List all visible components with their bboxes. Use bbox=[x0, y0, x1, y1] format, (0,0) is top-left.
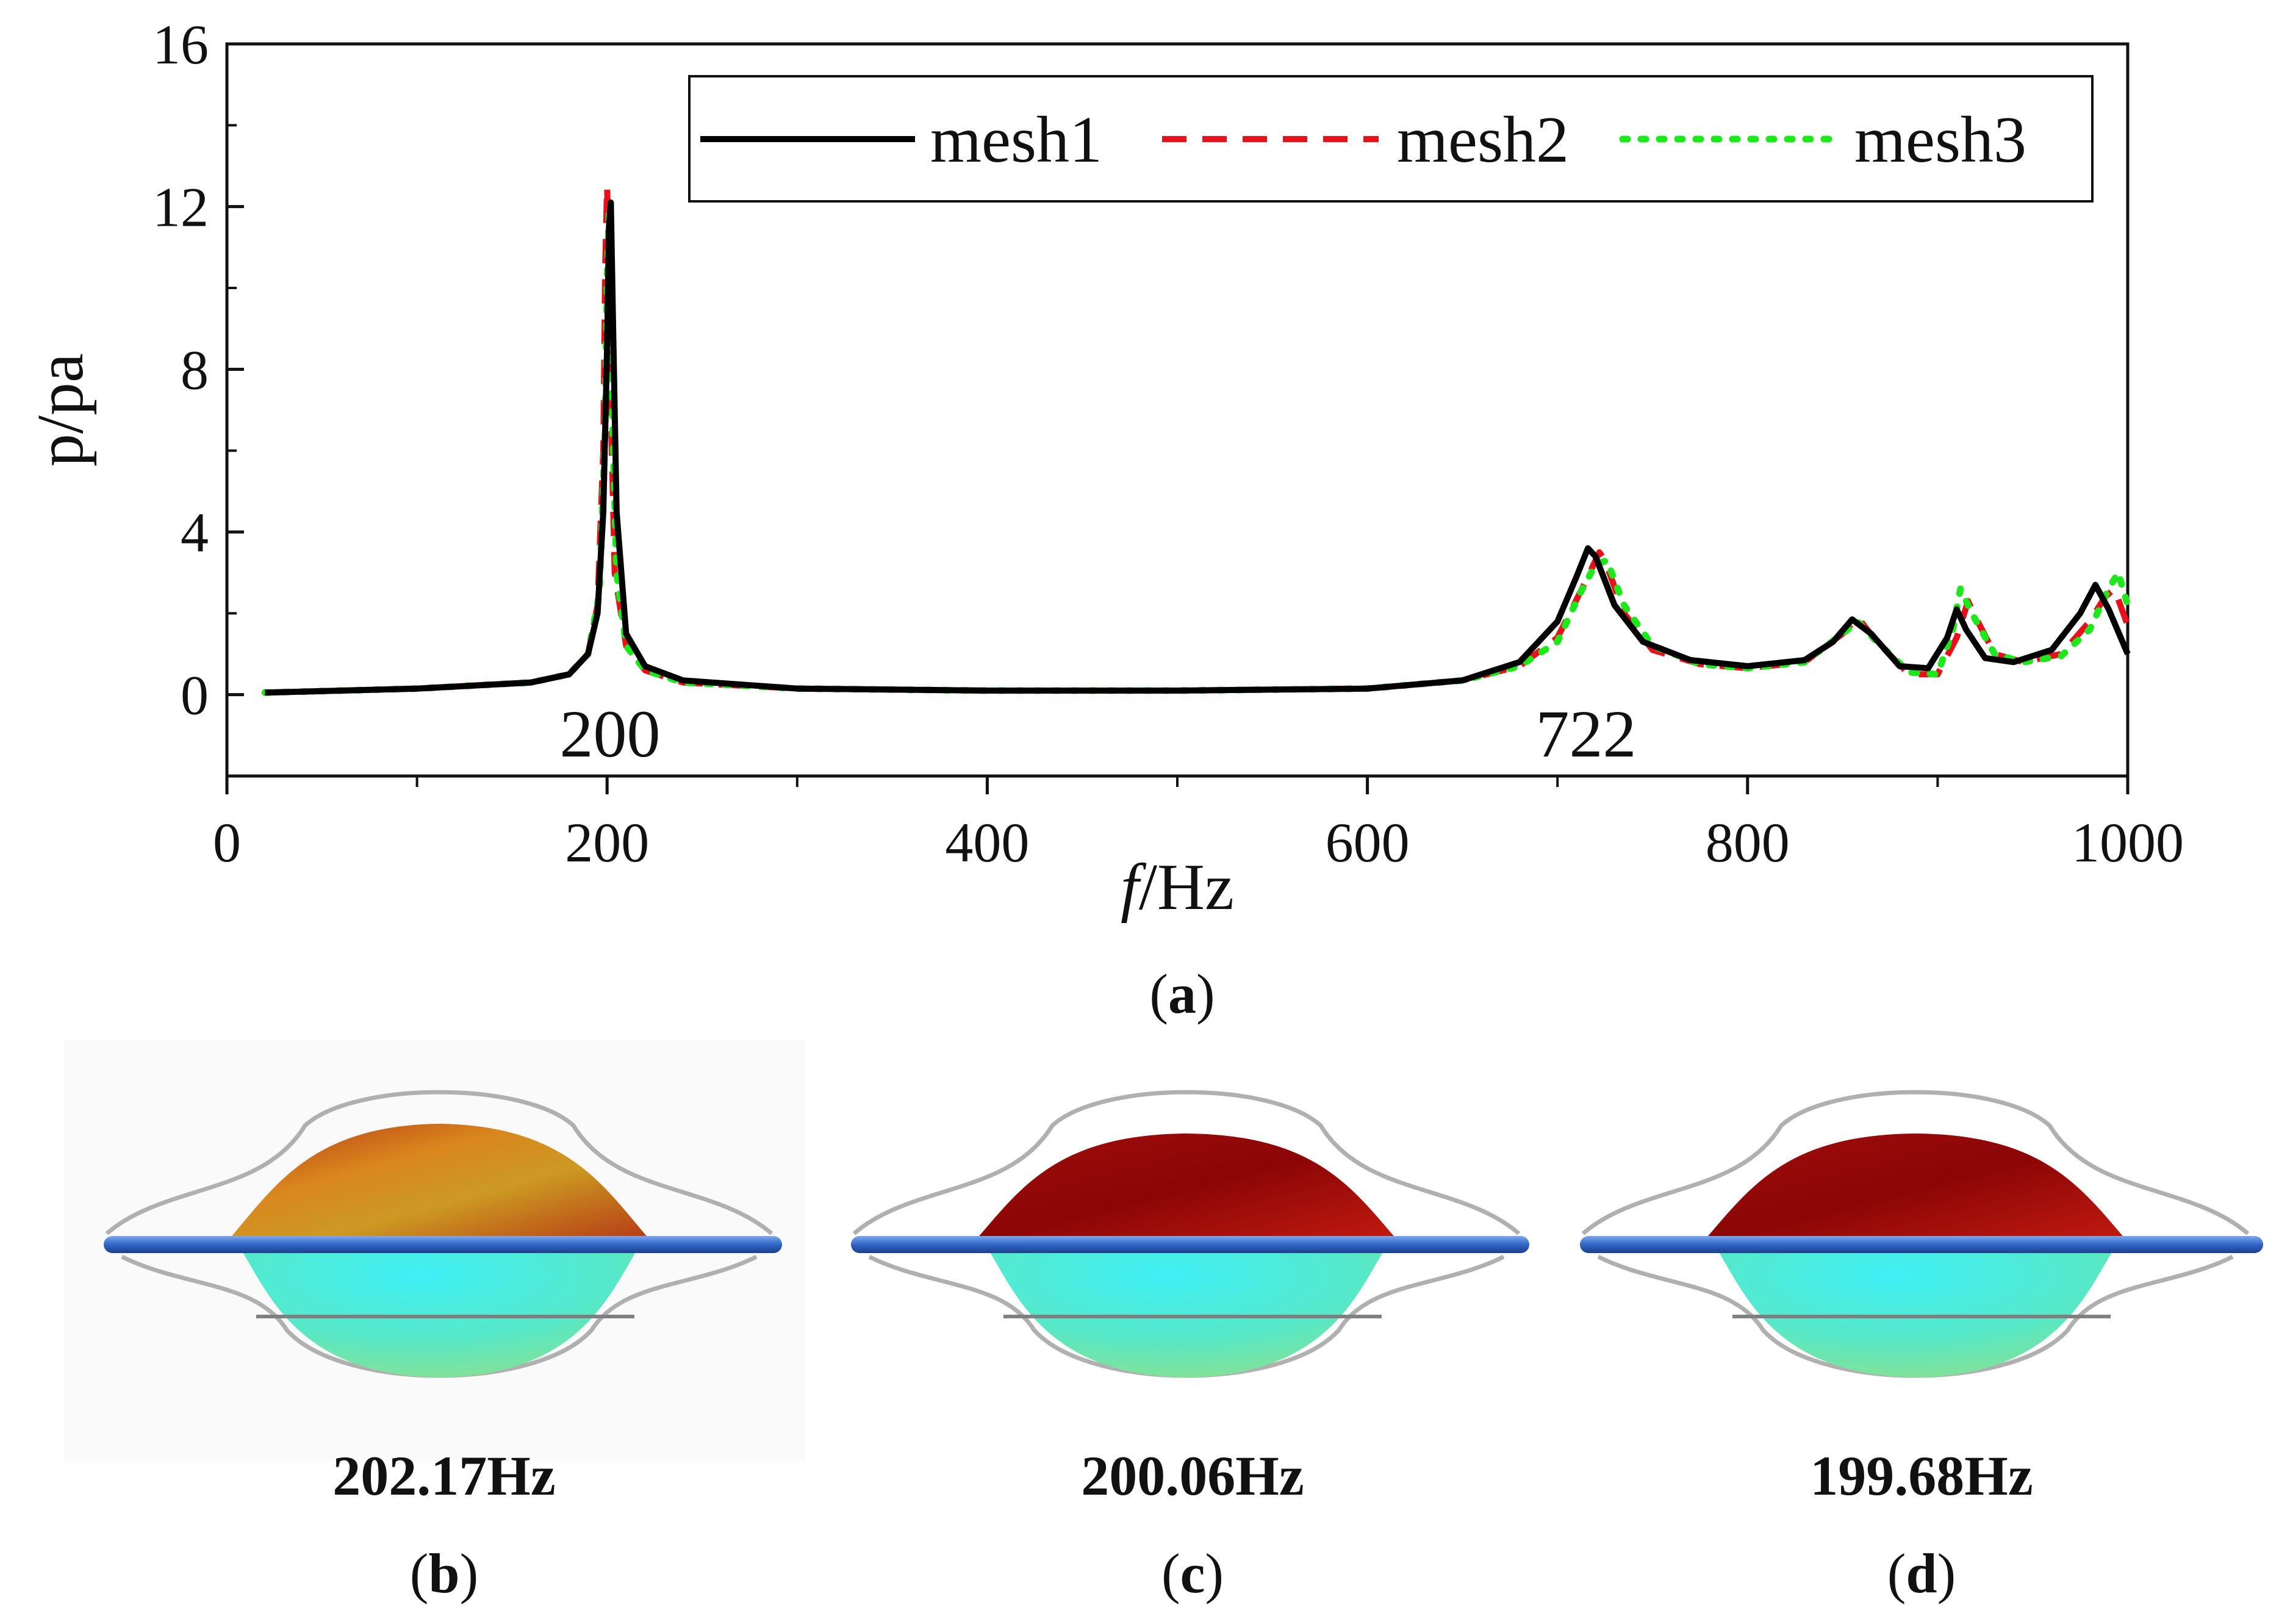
y-axis-title: p/pa bbox=[24, 353, 97, 467]
legend: mesh1 mesh2 mesh3 bbox=[688, 75, 2094, 203]
peak-annotation-200: 200 bbox=[560, 697, 661, 771]
panel-d-label: (d) bbox=[1887, 1542, 1956, 1604]
legend-label-mesh2: mesh2 bbox=[1397, 104, 1569, 176]
membrane-cap-b bbox=[229, 1124, 650, 1240]
x-tick-label-600: 600 bbox=[1326, 811, 1410, 874]
freq-label-d: 199.68Hz bbox=[1810, 1445, 2033, 1507]
legend-label-mesh3: mesh3 bbox=[1854, 104, 2026, 176]
legend-box bbox=[688, 75, 2094, 203]
y-axis-ticks: 0 4 8 12 16 bbox=[153, 13, 244, 727]
x-axis-title: f/Hz bbox=[1121, 851, 1234, 924]
housing-outline-c bbox=[852, 1090, 1521, 1235]
x-axis-ticks: 0 200 400 600 800 1000 bbox=[213, 776, 2184, 874]
series-layer bbox=[261, 183, 2131, 696]
legend-label-mesh1: mesh1 bbox=[930, 104, 1102, 176]
x-tick-label-200: 200 bbox=[565, 811, 649, 874]
ring-c bbox=[851, 1236, 1529, 1253]
ring-d bbox=[1580, 1236, 2263, 1253]
y-tick-label-0: 0 bbox=[181, 664, 209, 727]
spectrum-chart: 0 4 8 12 16 0 200 400 600 800 1000 200 722 mesh1 … bbox=[24, 13, 2184, 1025]
membrane-cap-c bbox=[976, 1134, 1397, 1240]
y-tick-label-16: 16 bbox=[153, 13, 209, 76]
mode-shape-b: 202.17Hz (b) bbox=[64, 1040, 805, 1604]
panel-c-label: (c) bbox=[1161, 1542, 1224, 1604]
y-tick-label-4: 4 bbox=[181, 501, 209, 564]
peak-annotation-722: 722 bbox=[1536, 697, 1637, 771]
y-tick-label-12: 12 bbox=[153, 176, 209, 239]
freq-label-b: 202.17Hz bbox=[332, 1445, 555, 1507]
mode-shape-c: 200.06Hz (c) bbox=[851, 1090, 1529, 1604]
freq-label-c: 200.06Hz bbox=[1081, 1445, 1304, 1507]
series-line-mesh2 bbox=[265, 183, 2131, 696]
x-tick-label-400: 400 bbox=[945, 811, 1029, 874]
membrane-bowl-d bbox=[1717, 1249, 2114, 1378]
membrane-bowl-c bbox=[988, 1249, 1385, 1378]
mode-shape-d: 199.68Hz (d) bbox=[1580, 1090, 2263, 1604]
x-tick-label-1000: 1000 bbox=[2072, 811, 2184, 874]
y-tick-label-8: 8 bbox=[181, 339, 209, 401]
panel-a-label: (a) bbox=[1149, 963, 1215, 1025]
ring-b bbox=[104, 1236, 782, 1253]
series-line-mesh1 bbox=[265, 199, 2131, 696]
x-tick-label-800: 800 bbox=[1706, 811, 1790, 874]
panel-b-label: (b) bbox=[410, 1542, 478, 1604]
membrane-bowl-b bbox=[241, 1249, 637, 1378]
x-tick-label-0: 0 bbox=[213, 811, 241, 874]
membrane-cap-d bbox=[1705, 1134, 2126, 1240]
housing-outline-d bbox=[1581, 1090, 2250, 1235]
housing-outline-b bbox=[105, 1090, 773, 1235]
